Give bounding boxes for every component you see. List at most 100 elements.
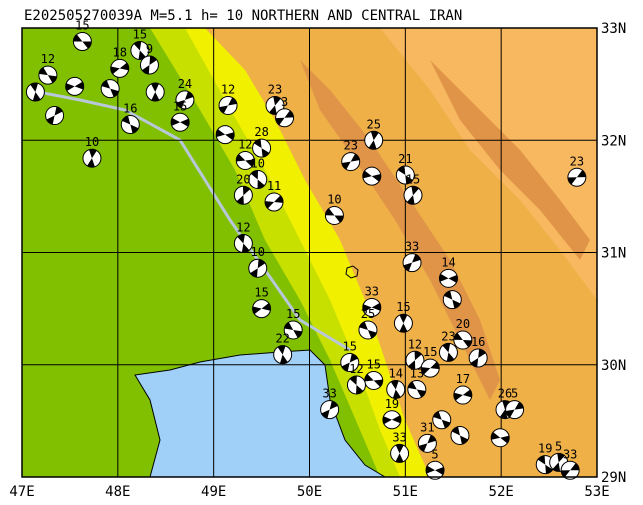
compression-quadrant	[284, 322, 303, 338]
focal-mechanism: 15	[420, 345, 440, 378]
focal-mechanism: 12	[233, 221, 253, 254]
depth-label: 19	[538, 442, 552, 456]
depth-label: 5	[431, 447, 438, 461]
depth-label: 3	[281, 95, 288, 109]
focal-mechanism	[45, 106, 65, 126]
focal-mechanism: 23	[341, 139, 361, 172]
focal-mechanism: 12	[218, 82, 238, 115]
compression-quadrant	[30, 82, 41, 101]
depth-label: 12	[238, 137, 252, 151]
focal-mechanism: 16	[468, 335, 488, 368]
depth-label: 33	[365, 285, 379, 299]
ridge	[300, 60, 500, 400]
compression-quadrant	[65, 81, 84, 92]
compression-quadrant	[237, 234, 250, 253]
compression-quadrant	[451, 426, 469, 445]
depth-label: 31	[420, 420, 434, 434]
depth-label: 15	[173, 99, 187, 113]
compression-quadrant	[321, 400, 338, 419]
focal-mechanism: 15	[403, 172, 423, 205]
compression-quadrant	[341, 353, 358, 372]
depth-label: 15	[423, 345, 437, 359]
depth-label: 33	[563, 447, 577, 461]
depth-label: 9	[146, 42, 153, 56]
depth-label: 12	[349, 362, 363, 376]
beachball	[82, 148, 102, 168]
compression-quadrant	[362, 170, 381, 182]
focal-mechanism: 10	[82, 135, 102, 168]
focal-mechanism: 21	[395, 152, 415, 185]
compression-quadrant	[421, 361, 440, 375]
compression-quadrant	[442, 343, 455, 362]
focal-mechanism	[450, 425, 470, 445]
depth-label: 10	[85, 135, 99, 149]
compression-quadrant	[250, 259, 266, 278]
focal-mechanism: 15	[170, 99, 190, 132]
depth-label: 20	[456, 317, 470, 331]
compression-quadrant	[368, 131, 379, 150]
compression-quadrant	[399, 314, 408, 333]
depth-label: 33	[405, 240, 419, 254]
focal-mechanism: 20	[233, 172, 253, 205]
depth-label: 20	[236, 172, 250, 186]
depth-label: 22	[275, 332, 289, 346]
compression-quadrant	[403, 254, 421, 272]
compression-quadrant	[470, 349, 486, 367]
beachball	[130, 40, 150, 60]
focal-mechanism: 15	[364, 357, 384, 390]
lon-tick-label: 50E	[297, 484, 322, 500]
compression-quadrant	[390, 380, 401, 399]
compression-quadrant	[236, 154, 255, 167]
focal-mechanism: 17	[453, 372, 473, 405]
focal-mechanism	[432, 410, 452, 430]
focal-mechanism: 15	[283, 307, 303, 340]
depth-label: 10	[251, 157, 265, 171]
compression-quadrant	[453, 332, 472, 348]
compression-quadrant	[439, 273, 458, 283]
focal-mechanism: 23	[438, 329, 458, 362]
compression-quadrant	[418, 434, 437, 452]
depth-label: 25	[361, 307, 375, 321]
depth-label: 12	[408, 337, 422, 351]
focal-mechanism: 5	[425, 447, 445, 480]
depth-label: 28	[254, 125, 268, 139]
compression-quadrant	[265, 195, 284, 209]
compression-quadrant	[73, 34, 92, 49]
focal-mechanism: 15	[393, 300, 413, 333]
map-frame	[21, 27, 598, 478]
depth-label: 12	[41, 52, 55, 66]
beachball	[403, 185, 423, 205]
focal-mechanism: 15	[130, 27, 150, 60]
depth-label: 15	[396, 300, 410, 314]
focal-mechanism: 33	[320, 387, 340, 420]
compression-quadrant	[236, 186, 251, 205]
compression-quadrant	[101, 80, 119, 97]
focal-mechanism: 33	[560, 447, 580, 480]
compression-quadrant	[397, 166, 413, 185]
focal-mechanism: 13	[407, 366, 427, 399]
lon-tick-label: 52E	[489, 484, 514, 500]
focal-mechanism: 12	[235, 137, 255, 170]
compression-quadrant	[433, 411, 451, 429]
focal-mechanism: 10	[248, 245, 268, 278]
compression-quadrant	[491, 432, 510, 444]
beachball	[386, 379, 406, 399]
depth-label: 14	[389, 366, 403, 380]
depth-label: 15	[254, 286, 268, 300]
focal-mechanism: 12	[346, 362, 366, 395]
compression-quadrant	[341, 153, 360, 170]
focal-mechanism	[442, 290, 462, 310]
lon-tick-label: 47E	[9, 484, 34, 500]
depth-label: 17	[456, 372, 470, 386]
lon-tick-label: 53E	[584, 484, 609, 500]
compression-quadrant	[325, 208, 344, 223]
lon-tick-label: 48E	[105, 484, 130, 500]
compression-quadrant	[364, 374, 383, 387]
depth-label: 15	[366, 357, 380, 371]
compression-quadrant	[269, 96, 281, 115]
focal-mechanism: 33	[402, 240, 422, 273]
compression-quadrant	[151, 82, 160, 101]
depth-label: 21	[398, 152, 412, 166]
compression-quadrant	[444, 290, 461, 309]
